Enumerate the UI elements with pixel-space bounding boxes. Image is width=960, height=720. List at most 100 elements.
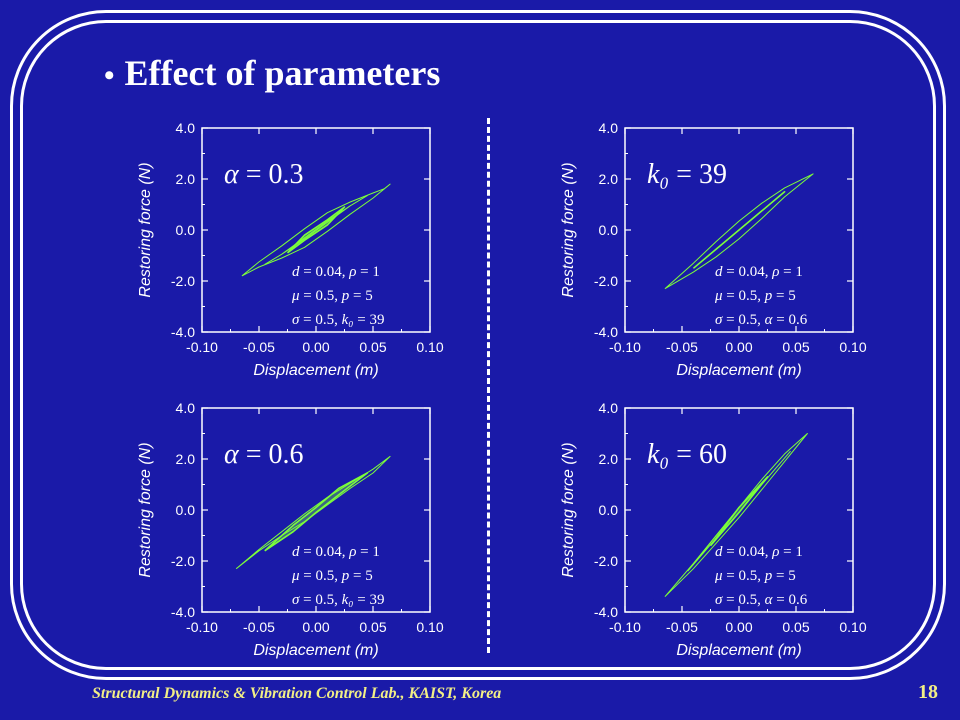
hysteresis-core [710,476,768,546]
param-symbol: d [292,544,300,560]
slide-title: • Effect of parameters [104,52,440,94]
x-tick-label: -0.10 [186,619,218,635]
annotation-value: 39 [699,159,727,190]
x-tick-label: -0.05 [243,339,275,355]
y-tick-label: 2.0 [176,171,196,187]
param-value: = 0.5, [722,592,764,608]
panel-divider [487,118,490,653]
param-value: = 0.04, [300,544,350,560]
param-symbol: μ [291,568,300,584]
param-value: = 0.5, [299,592,341,608]
chart-svg: -0.10 -0.05 0.00 0.05 0.10 4.0 2.0 0.0 -2.0 -4.0 D… [137,120,444,379]
param-symbol: σ [715,312,723,328]
param-symbol: σ [292,592,300,608]
x-tick-label: -0.05 [243,619,275,635]
param-value: = 5 [772,288,795,304]
y-tick-label: -4.0 [594,324,618,340]
x-tick-label: 0.05 [359,619,386,635]
hysteresis-loop-3 [709,476,769,547]
param-symbol: p [341,288,350,304]
x-tick-label: 0.10 [839,619,866,635]
parameter-annotation: α = 0.3 [224,159,304,190]
param-symbol: ρ [348,264,356,280]
param-value: = 0.5, [723,568,765,584]
slide-frame-inner [20,20,936,670]
chart-k0-60: -0.10 -0.05 0.00 0.05 0.10 4.0 2.0 0.0 -2.0 -4.0 D… [543,398,867,668]
y-axis-label: Restoring force (N) [560,442,577,577]
y-tick-label: 0.0 [599,222,619,238]
param-symbol: μ [714,568,723,584]
param-value: = 1 [779,544,802,560]
param-value: = 0.5, [722,312,764,328]
slide-frame-outer [10,10,946,680]
param-symbol: α [765,312,774,328]
x-tick-label: 0.05 [782,619,809,635]
y-tick-label: 4.0 [176,120,196,136]
param-line-1: d = 0.04, ρ = 1 [715,544,803,560]
y-tick-label: 4.0 [176,400,196,416]
y-tick-label: -4.0 [171,324,195,340]
y-tick-label: 0.0 [599,502,619,518]
x-axis-label: Displacement (m) [676,642,801,659]
param-symbol: p [764,568,773,584]
x-tick-label: -0.10 [609,339,641,355]
y-tick-label: -2.0 [171,553,195,569]
param-line-2: μ = 0.5, p = 5 [291,288,373,304]
y-tick-label: -2.0 [594,553,618,569]
footer-lab-name: Structural Dynamics & Vibration Control … [92,685,502,702]
param-line-3: σ = 0.5, k₀ = 39 [292,312,384,328]
x-tick-label: 0.05 [359,339,386,355]
x-tick-label: -0.05 [666,339,698,355]
param-symbol: ρ [771,544,779,560]
parameter-annotation: α = 0.6 [224,439,304,470]
x-tick-label: 0.10 [416,339,443,355]
y-axis-label: Restoring force (N) [560,162,577,297]
hysteresis-loop-3 [286,206,346,254]
x-tick-label: 0.05 [782,339,809,355]
annotation-symbol: α [224,439,240,470]
annotation-equals: = [239,439,269,470]
x-axis-label: Displacement (m) [676,362,801,379]
param-value: = 0.6 [773,592,808,608]
param-value: = 1 [779,264,802,280]
x-tick-label: 0.00 [302,339,329,355]
param-symbol: α [765,592,774,608]
title-bullet: • [104,59,115,92]
param-value: = 5 [349,288,372,304]
param-line-2: μ = 0.5, p = 5 [714,568,796,584]
y-tick-label: 2.0 [176,451,196,467]
param-value: = 0.5, [723,288,765,304]
param-line-3: σ = 0.5, α = 0.6 [715,312,808,328]
x-tick-label: 0.10 [839,339,866,355]
param-line-2: μ = 0.5, p = 5 [714,288,796,304]
hysteresis-loop-1 [664,173,814,290]
param-value: = 0.04, [723,264,773,280]
y-tick-label: 2.0 [599,451,619,467]
param-symbol: ρ [771,264,779,280]
annotation-equals: = [239,159,269,190]
x-tick-label: -0.05 [666,619,698,635]
y-axis-label: Restoring force (N) [137,162,154,297]
annotation-equals: = [669,159,699,190]
param-value: = 0.5, [299,312,341,328]
hysteresis-loop-1 [235,455,391,570]
hysteresis-loop-2 [692,191,786,269]
y-tick-label: 0.0 [176,502,196,518]
hysteresis-core [264,473,368,551]
param-line-3: σ = 0.5, α = 0.6 [715,592,808,608]
annotation-value: 0.6 [269,439,304,470]
annotation-equals: = [669,439,699,470]
param-line-1: d = 0.04, ρ = 1 [715,264,803,280]
x-tick-label: 0.10 [416,619,443,635]
param-symbol: p [341,568,350,584]
param-value: = 5 [349,568,372,584]
param-symbol: μ [714,288,723,304]
param-symbol: σ [292,312,300,328]
x-tick-label: -0.10 [186,339,218,355]
x-tick-label: 0.00 [725,339,752,355]
param-value: = 1 [356,264,379,280]
param-value: = 0.5, [300,568,342,584]
chart-alpha-0-3: -0.10 -0.05 0.00 0.05 0.10 4.0 2.0 0.0 -2.0 -4.0 D… [120,118,444,388]
y-tick-label: 2.0 [599,171,619,187]
parameter-annotation: k₀ = 39 [647,159,727,190]
